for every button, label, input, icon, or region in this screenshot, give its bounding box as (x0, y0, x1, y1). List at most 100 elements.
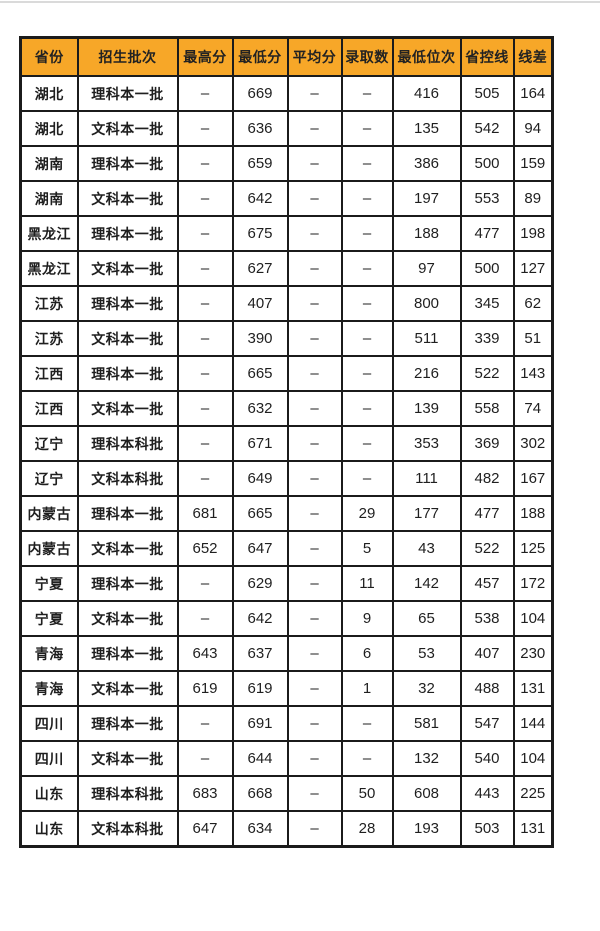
table-cell: 104 (512, 600, 554, 637)
table-cell: – (286, 215, 343, 252)
table-cell: 386 (391, 145, 462, 182)
table-cell: 理科本一批 (76, 705, 179, 742)
table-cell: 53 (391, 635, 462, 672)
table-cell: – (340, 215, 394, 252)
table-cell: 488 (459, 670, 515, 707)
table-cell: 理科本一批 (76, 355, 179, 392)
table-cell: 800 (391, 285, 462, 322)
table-cell: 553 (459, 180, 515, 217)
table-cell: 文科本一批 (76, 180, 179, 217)
table-cell: 1 (340, 670, 394, 707)
table-cell: 407 (231, 285, 289, 322)
table-cell: 宁夏 (19, 565, 79, 602)
table-cell: 132 (391, 740, 462, 777)
table-row: 辽宁 理科本科批 –671– –353 369 302 (19, 425, 554, 462)
table-cell: 9 (340, 600, 394, 637)
table-cell: – (286, 565, 343, 602)
table-cell: 文科本一批 (76, 390, 179, 427)
table-cell: 353 (391, 425, 462, 462)
table-cell: 文科本一批 (76, 740, 179, 777)
table-cell: 11 (340, 565, 394, 602)
table-cell: 647 (231, 530, 289, 567)
table-cell: 文科本科批 (76, 810, 179, 848)
table-cell: 642 (231, 180, 289, 217)
table-row: 宁夏 理科本一批 –629–11 142 457 172 (19, 565, 554, 602)
table-cell: 111 (391, 460, 462, 497)
table-cell: 538 (459, 600, 515, 637)
table-cell: 104 (512, 740, 554, 777)
table-cell: 167 (512, 460, 554, 497)
table-cell: 127 (512, 250, 554, 287)
table-cell: 477 (459, 495, 515, 532)
table-cell: 511 (391, 320, 462, 357)
table-cell: 443 (459, 775, 515, 812)
table-row: 青海 理科本一批 643 637–6 53 407 230 (19, 635, 554, 672)
table-cell: 湖南 (19, 145, 79, 182)
table-cell: 503 (459, 810, 515, 848)
table-cell: 135 (391, 110, 462, 147)
table-row: 四川 理科本一批 –691– –581 547 144 (19, 705, 554, 742)
table-row: 江苏 文科本一批 –390– –511 339 51 (19, 320, 554, 357)
table-cell: 608 (391, 775, 462, 812)
table-cell: – (286, 740, 343, 777)
table-row: 山东 理科本科批 683 668–50 608 443 225 (19, 775, 554, 812)
column-header: 省控线 (459, 36, 515, 77)
table-cell: 65 (391, 600, 462, 637)
table-cell: – (340, 355, 394, 392)
table-cell: – (176, 355, 234, 392)
table-cell: – (286, 670, 343, 707)
table-cell: 62 (512, 285, 554, 322)
table-row: 辽宁 文科本科批 –649– –111 482 167 (19, 460, 554, 497)
table-cell: 216 (391, 355, 462, 392)
table-cell: 632 (231, 390, 289, 427)
table-cell: – (176, 565, 234, 602)
table-cell: 230 (512, 635, 554, 672)
table-cell: 345 (459, 285, 515, 322)
table-cell: – (286, 775, 343, 812)
table-cell: – (176, 740, 234, 777)
table-cell: 文科本一批 (76, 600, 179, 637)
table-cell: – (286, 390, 343, 427)
table-row: 湖南 文科本一批 –642– –197 553 89 (19, 180, 554, 217)
table-cell: – (340, 285, 394, 322)
table-cell: 理科本科批 (76, 775, 179, 812)
column-header: 最低分 (231, 36, 289, 77)
table-cell: 407 (459, 635, 515, 672)
table-cell: – (286, 425, 343, 462)
table-cell: 江苏 (19, 285, 79, 322)
table-cell: 390 (231, 320, 289, 357)
table-cell: – (340, 180, 394, 217)
table-cell: 675 (231, 215, 289, 252)
table-cell: 691 (231, 705, 289, 742)
table-row: 四川 文科本一批 –644– –132 540 104 (19, 740, 554, 777)
table-cell: 225 (512, 775, 554, 812)
table-cell: 659 (231, 145, 289, 182)
table-cell: 416 (391, 75, 462, 112)
table-cell: – (286, 250, 343, 287)
table-cell: – (340, 390, 394, 427)
table-cell: – (286, 460, 343, 497)
table-cell: 198 (512, 215, 554, 252)
table-cell: 理科本一批 (76, 635, 179, 672)
table-cell: 197 (391, 180, 462, 217)
table-cell: 172 (512, 565, 554, 602)
table-cell: 山东 (19, 810, 79, 848)
table-cell: – (286, 75, 343, 112)
table-cell: 74 (512, 390, 554, 427)
table-cell: 山东 (19, 775, 79, 812)
table-cell: 黑龙江 (19, 250, 79, 287)
table-cell: – (286, 110, 343, 147)
table-cell: – (176, 320, 234, 357)
table-cell: 湖南 (19, 180, 79, 217)
table-cell: 江西 (19, 355, 79, 392)
table-cell: – (340, 110, 394, 147)
table-cell: – (286, 530, 343, 567)
table-cell: 湖北 (19, 110, 79, 147)
table-cell: 文科本一批 (76, 320, 179, 357)
table-row: 黑龙江 理科本一批 –675– –188 477 198 (19, 215, 554, 252)
table-cell: – (176, 390, 234, 427)
table-cell: 142 (391, 565, 462, 602)
table-cell: 94 (512, 110, 554, 147)
table-cell: 671 (231, 425, 289, 462)
table-body: 湖北 理科本一批 –669– –416 505 164 湖北 文科本一批 –636– –135 54… (19, 75, 554, 848)
